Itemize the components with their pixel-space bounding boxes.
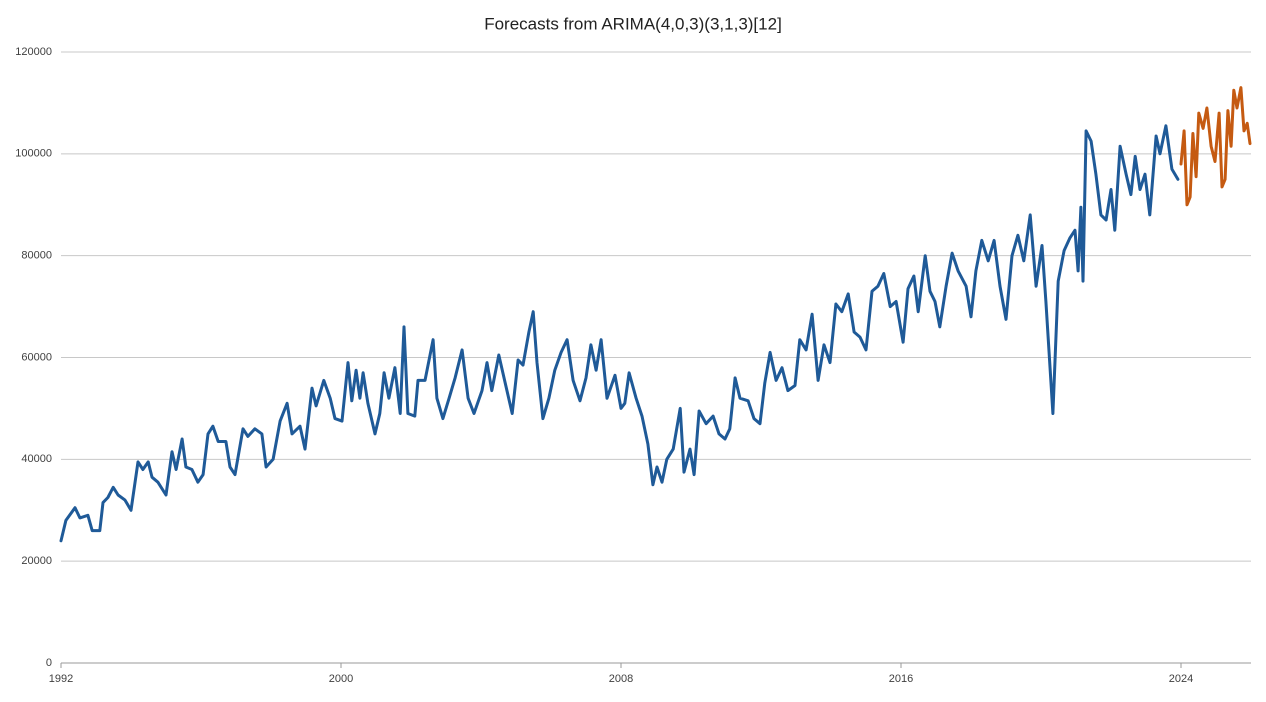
y-tick-label: 0 xyxy=(46,657,52,669)
series-line xyxy=(1179,86,1252,207)
x-tick-label: 1992 xyxy=(49,673,73,685)
y-tick-label: 120000 xyxy=(15,46,52,58)
y-tick-label: 60000 xyxy=(21,351,52,363)
x-tick-label: 2000 xyxy=(329,673,353,685)
y-tick-label: 80000 xyxy=(21,250,52,262)
x-tick-label: 2008 xyxy=(609,673,633,685)
y-tick-label: 20000 xyxy=(21,555,52,567)
x-tick-label: 2024 xyxy=(1169,673,1193,685)
series-line xyxy=(59,124,1180,543)
y-tick-label: 40000 xyxy=(21,453,52,465)
chart-title: Forecasts from ARIMA(4,0,3)(3,1,3)[12] xyxy=(484,14,782,33)
x-tick-label: 2016 xyxy=(889,673,913,685)
y-tick-label: 100000 xyxy=(15,148,52,160)
